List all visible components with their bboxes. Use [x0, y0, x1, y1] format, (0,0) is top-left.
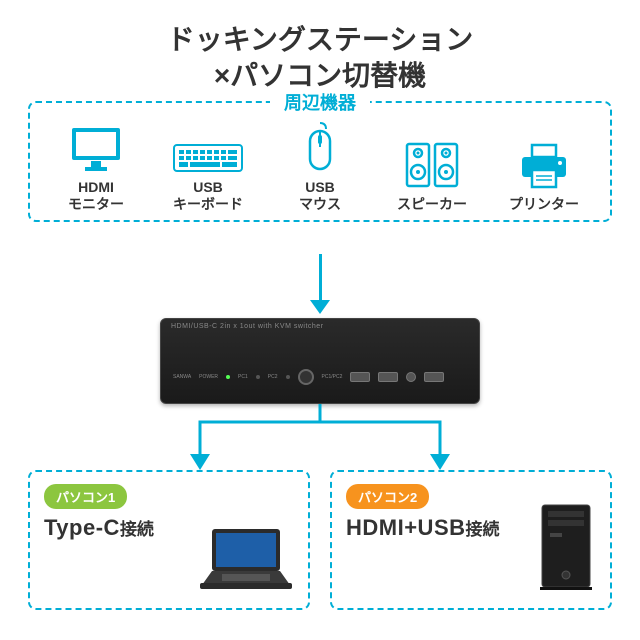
title-line1: ドッキングステーション	[167, 24, 474, 55]
pc2-badge: パソコン2	[346, 484, 429, 509]
peripheral-hdmi-monitor: HDMI モニター	[44, 117, 148, 213]
pc1-conn-main: Type-C	[44, 515, 120, 540]
laptop-icon	[198, 525, 294, 596]
peripherals-box: 周辺機器 HDMI モニター USB キーボード USB マウス	[28, 101, 612, 223]
pc1-badge: パソコン1	[44, 484, 127, 509]
periph-label: プリンター	[509, 196, 579, 213]
arrow-peripherals-to-device	[310, 254, 330, 314]
peripheral-usb-mouse: USB マウス	[268, 117, 372, 213]
select-knob	[298, 369, 314, 385]
peripheral-usb-keyboard: USB キーボード	[156, 117, 260, 213]
periph-label: USB マウス	[299, 179, 341, 213]
device-front-panel: SANWA POWER PC1 PC2 PC1/PC2	[173, 361, 467, 393]
kvm-device: HDMI/USB-C 2in x 1out with KVM switcher …	[160, 318, 480, 404]
pc2-conn-suffix: 接続	[466, 520, 500, 539]
desktop-icon	[536, 503, 596, 596]
usb-port-icon	[378, 372, 398, 382]
page-title: ドッキングステーション ×パソコン切替機	[0, 0, 640, 95]
usb-port-icon	[424, 372, 444, 382]
peripherals-label: 周辺機器	[276, 89, 364, 115]
pc-row: パソコン1 Type-C接続 パソコン2 HDMI+USB接続	[28, 470, 612, 610]
periph-label: スピーカー	[397, 196, 467, 213]
arrows-device-to-pcs	[140, 404, 500, 474]
pc2-box: パソコン2 HDMI+USB接続	[330, 470, 612, 610]
mouse-icon	[304, 117, 336, 173]
speaker-icon	[404, 134, 460, 190]
usb-port-icon	[350, 372, 370, 382]
device-top-text: HDMI/USB-C 2in x 1out with KVM switcher	[171, 323, 469, 330]
pc1-box: パソコン1 Type-C接続	[28, 470, 310, 610]
pc2-conn-main: HDMI+USB	[346, 515, 466, 540]
peripheral-speaker: スピーカー	[380, 134, 484, 213]
periph-label: USB キーボード	[173, 179, 243, 213]
monitor-icon	[69, 117, 123, 173]
printer-icon	[518, 134, 570, 190]
pc1-conn-suffix: 接続	[120, 520, 154, 539]
periph-label: HDMI モニター	[68, 179, 124, 213]
keyboard-icon	[173, 117, 243, 173]
title-line2: ×パソコン切替機	[214, 60, 426, 91]
peripheral-printer: プリンター	[492, 134, 596, 213]
audio-port-icon	[406, 372, 416, 382]
